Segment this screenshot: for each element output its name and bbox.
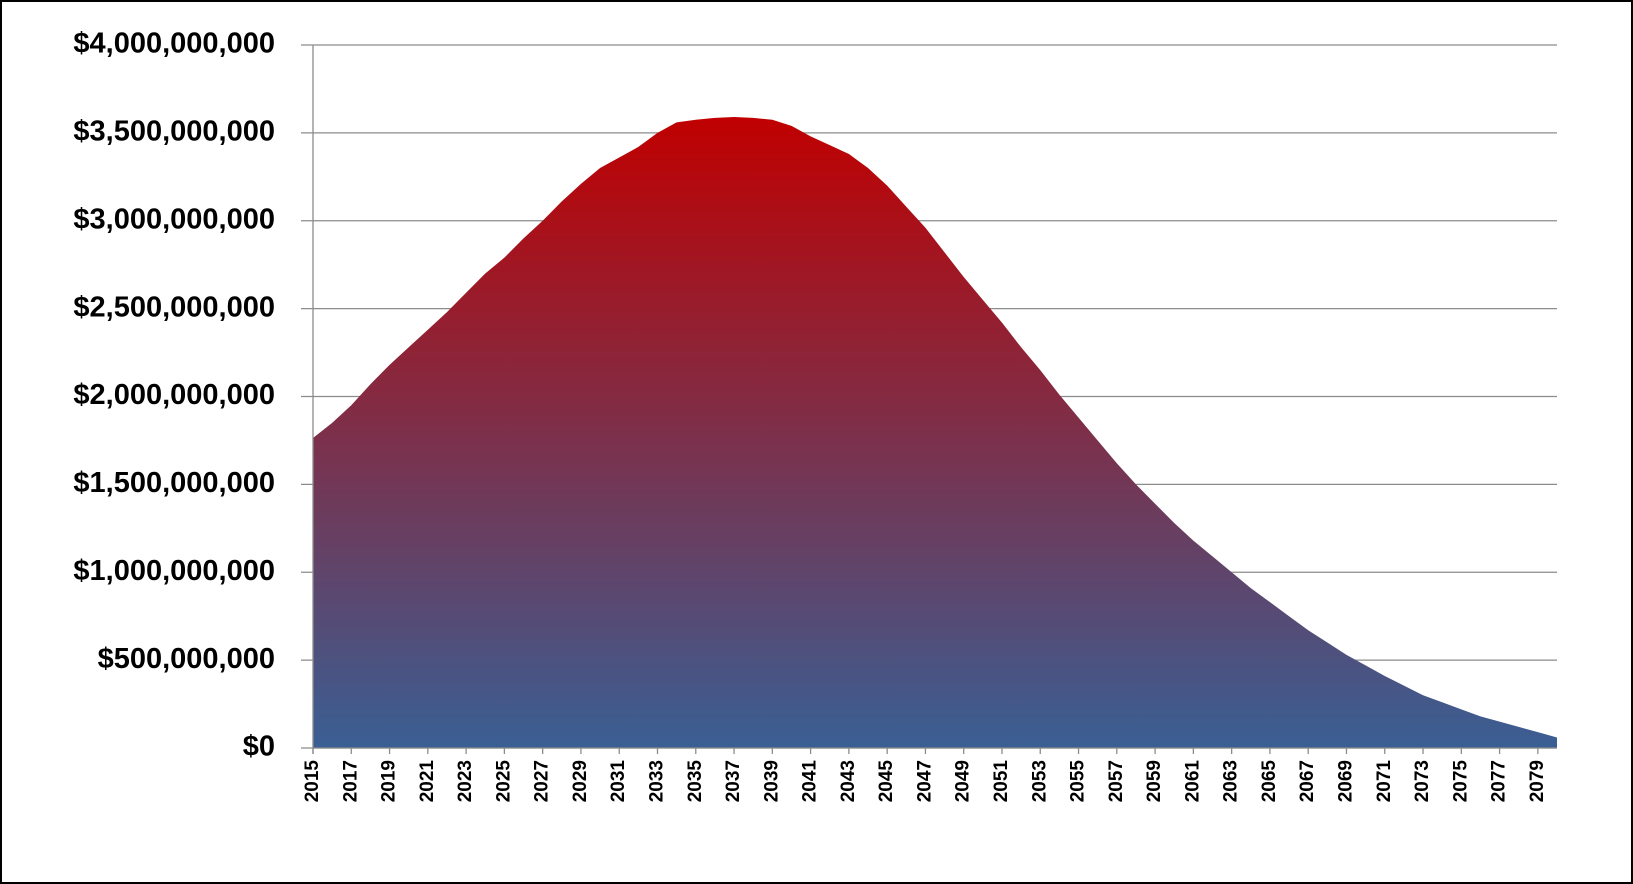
x-tick-label: 2075 (1450, 760, 1471, 803)
x-tick-label: 2037 (723, 760, 744, 802)
x-tick-label: 2079 (1527, 760, 1548, 802)
x-tick-label: 2077 (1489, 760, 1510, 802)
x-tick-label: 2061 (1182, 760, 1203, 803)
x-tick-label: 2041 (800, 760, 821, 803)
x-tick-label: 2069 (1335, 760, 1356, 802)
x-tick-label: 2047 (914, 760, 935, 802)
x-tick-label: 2053 (1029, 760, 1050, 802)
x-tick-label: 2035 (685, 760, 706, 803)
x-tick-label: 2055 (1068, 760, 1089, 803)
x-tick-label: 2059 (1144, 760, 1165, 802)
x-tick-label: 2021 (417, 760, 438, 803)
x-tick-label: 2045 (876, 760, 897, 803)
x-tick-label: 2063 (1221, 760, 1242, 802)
y-tick-label: $0 (243, 731, 275, 763)
x-tick-label: 2027 (532, 760, 553, 802)
x-tick-label: 2049 (953, 760, 974, 802)
x-tick-label: 2025 (493, 760, 514, 803)
y-tick-label: $3,000,000,000 (73, 203, 275, 235)
x-tick-label: 2039 (761, 760, 782, 802)
y-tick-label: $2,500,000,000 (73, 291, 275, 323)
x-tick-label: 2023 (455, 760, 476, 802)
x-tick-label: 2073 (1412, 760, 1433, 802)
x-tick-label: 2065 (1259, 760, 1280, 803)
x-tick-label: 2033 (647, 760, 668, 802)
y-tick-label: $500,000,000 (98, 643, 275, 675)
y-tick-label: $3,500,000,000 (73, 116, 275, 148)
x-tick-label: 2043 (838, 760, 859, 802)
x-tick-label: 2067 (1297, 760, 1318, 802)
y-tick-label: $2,000,000,000 (73, 379, 275, 411)
y-tick-label: $4,000,000,000 (73, 28, 275, 60)
y-tick-label: $1,000,000,000 (73, 555, 275, 587)
x-tick-label: 2015 (302, 760, 323, 803)
x-tick-label: 2029 (570, 760, 591, 802)
x-tick-label: 2019 (379, 760, 400, 802)
x-tick-label: 2071 (1374, 760, 1395, 803)
x-tick-label: 2051 (991, 760, 1012, 803)
x-tick-label: 2057 (1106, 760, 1127, 802)
x-tick-label: 2031 (608, 760, 629, 803)
y-tick-label: $1,500,000,000 (73, 467, 275, 499)
area (313, 117, 1557, 749)
x-tick-label: 2017 (340, 760, 361, 802)
